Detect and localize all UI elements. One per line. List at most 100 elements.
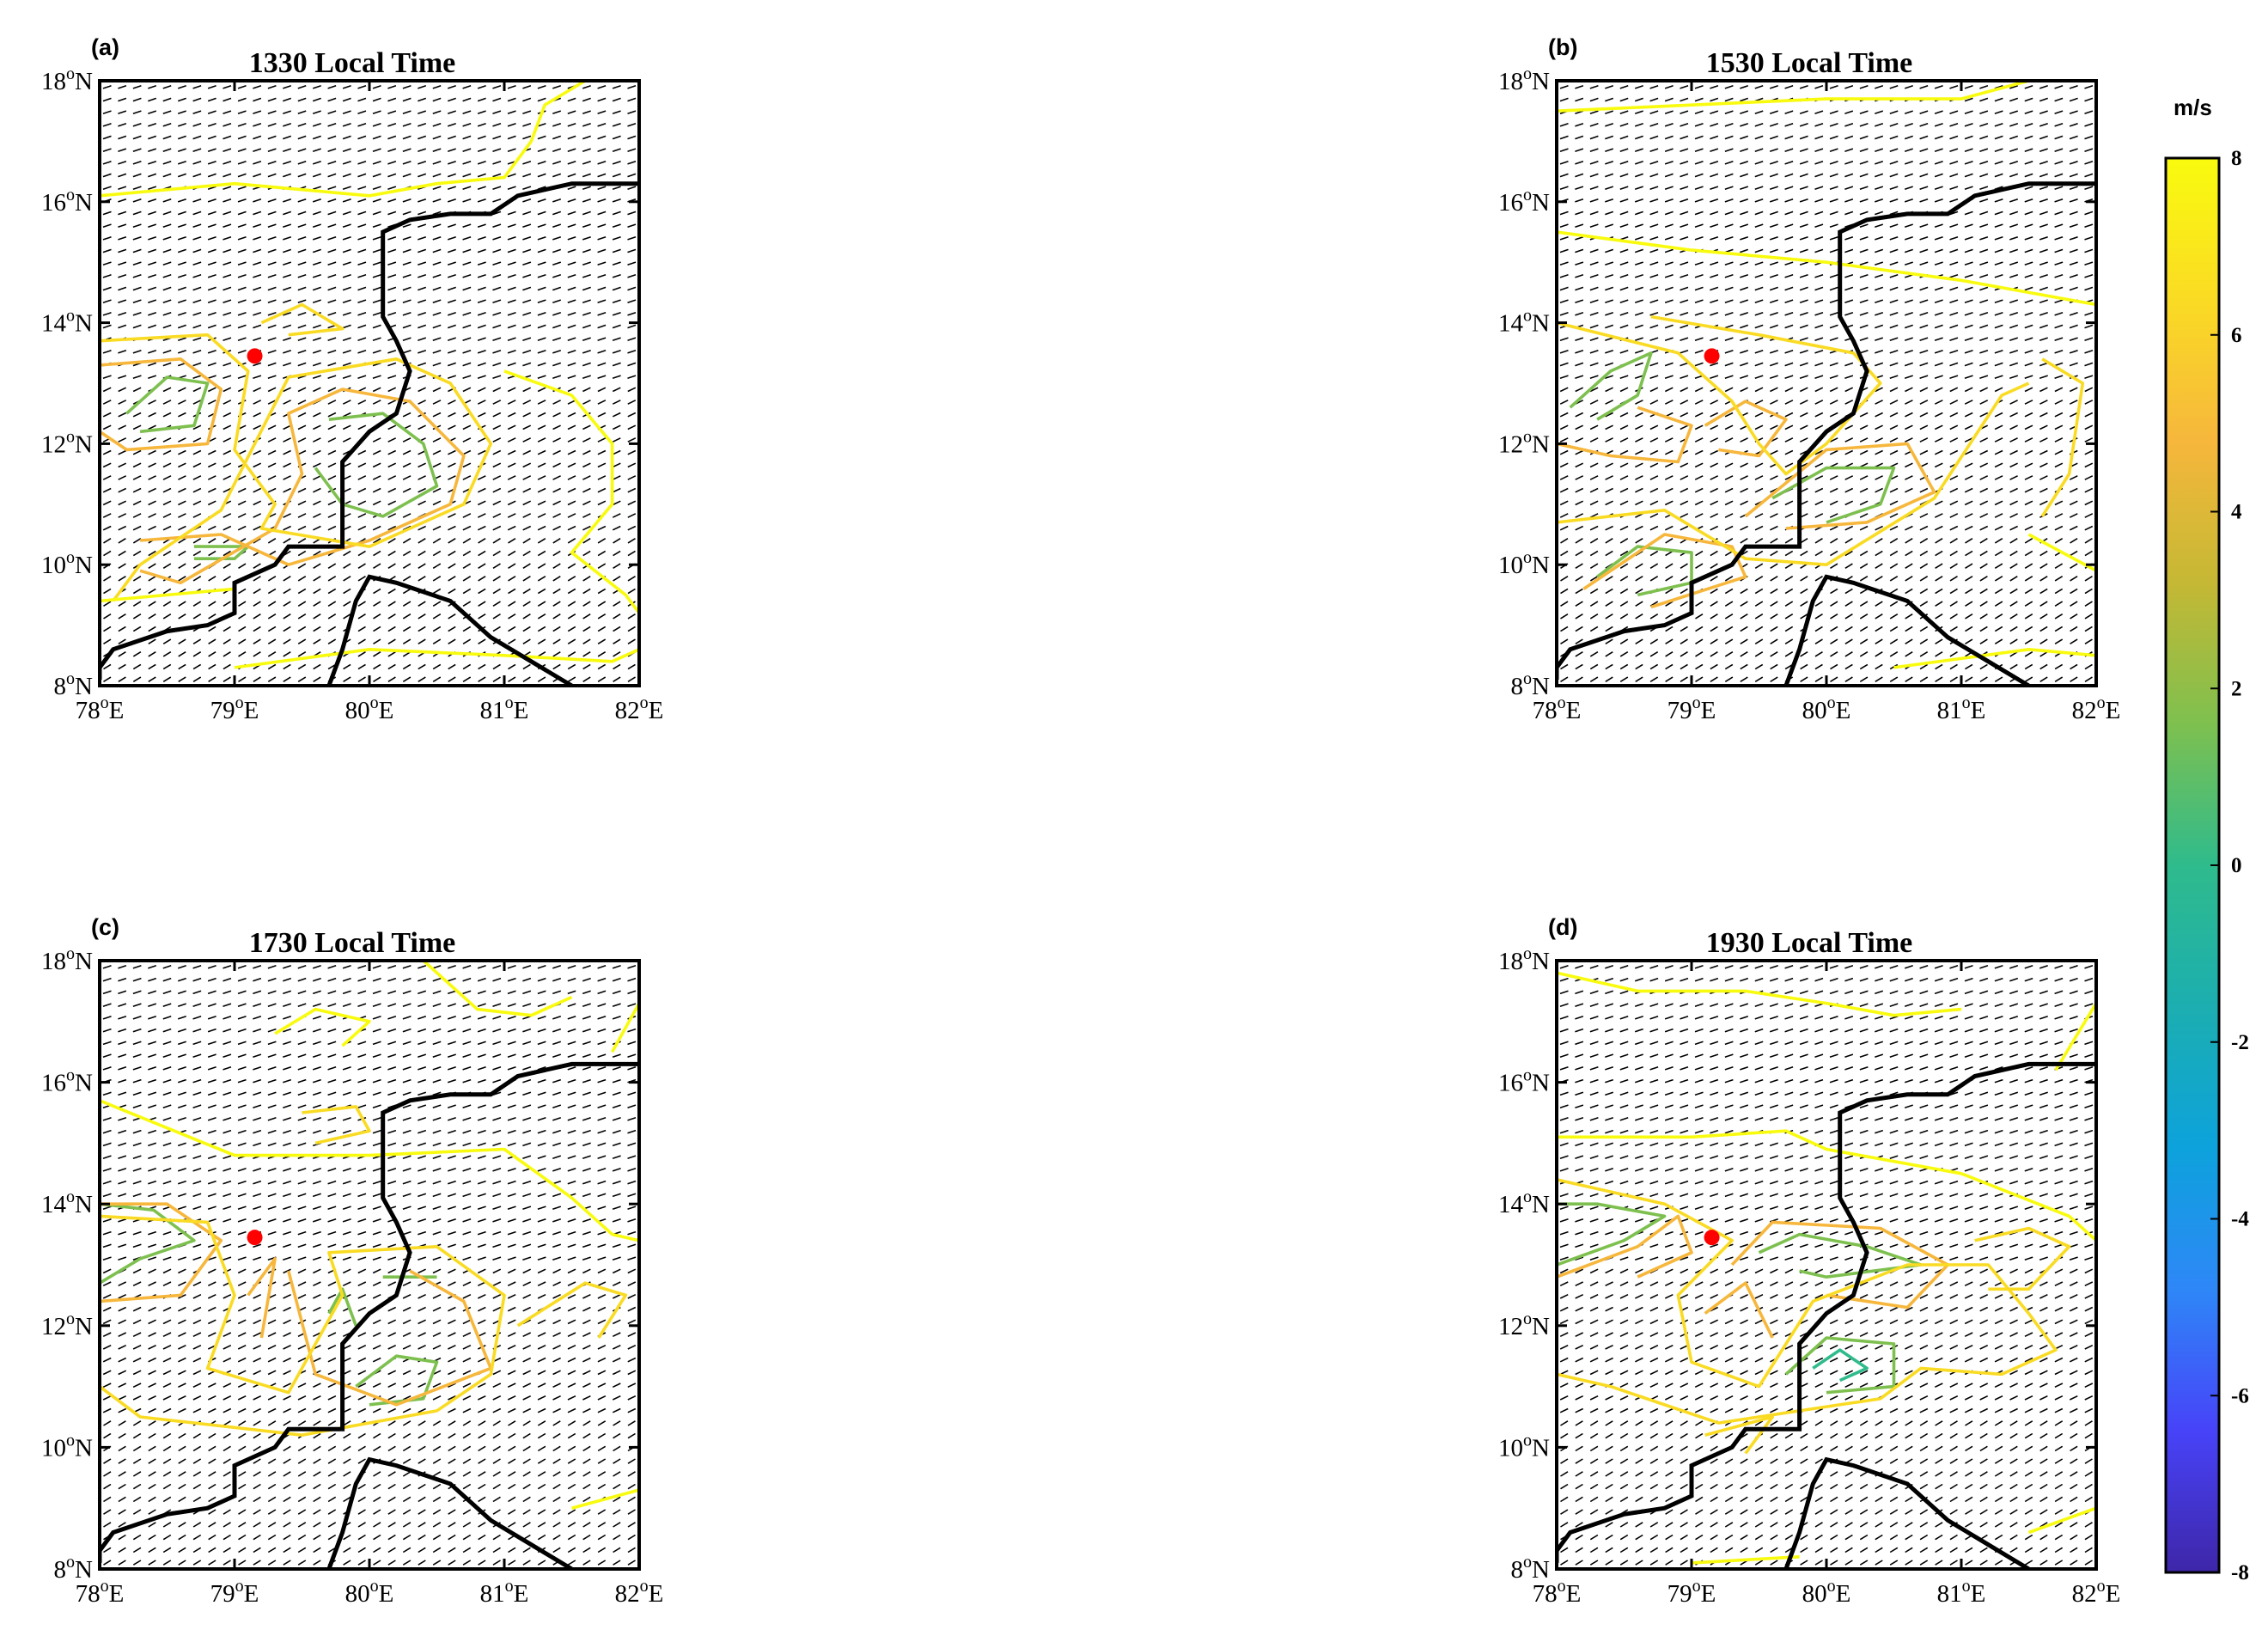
contour-line-6: [1557, 314, 1882, 476]
panel-title: 1530 Local Time: [1706, 47, 1913, 79]
y-tick-label: 16oN: [41, 1066, 93, 1097]
contour-line-4: [1704, 1281, 1774, 1339]
plot-area: [1557, 961, 2096, 1569]
panel-a: 1330 Local Time (a) 78oE 79oE 80oE 81oE 82oE 8o…: [41, 34, 663, 724]
panel-c: 1730 Local Time (c) 78oE 79oE 80oE 81oE 82oE 8o…: [41, 914, 663, 1608]
y-tick-label: 16oN: [1498, 186, 1550, 217]
contour-line-8: [611, 1002, 639, 1053]
plot-content: [100, 81, 639, 686]
coastline-south: [326, 574, 573, 686]
y-tick-label: 16oN: [1498, 1066, 1550, 1097]
y-tick-label: 8oN: [54, 669, 94, 700]
contour-line-6: [100, 333, 493, 602]
contour-line-8: [1557, 230, 2096, 307]
y-tick-label: 10oN: [41, 548, 93, 579]
contour-line-8: [2054, 1002, 2096, 1071]
coastline: [1557, 1061, 2096, 1563]
contour-line-4: [1582, 533, 1747, 609]
contour-line-6: [1557, 382, 2030, 567]
colorbar-tick-label: 0: [2231, 854, 2242, 877]
x-tick-label: 80oE: [345, 693, 394, 724]
location-marker: [247, 348, 263, 364]
x-tick-label: 78oE: [1533, 1577, 1582, 1608]
colorbar: m/s 8 6 4 2 0 -2 -4 -6 -8: [2164, 95, 2249, 1584]
x-tick-label: 81oE: [1937, 693, 1986, 724]
plot-area: [100, 961, 639, 1569]
x-tick-label: 78oE: [76, 693, 125, 724]
x-tick-label: 79oE: [210, 1577, 259, 1608]
plot-content: [1557, 965, 2096, 1569]
y-tick-label: 14oN: [1498, 307, 1550, 338]
contour-line-8: [503, 369, 639, 614]
y-tick-label: 14oN: [41, 307, 93, 338]
colorbar-tick-label: 4: [2231, 501, 2242, 524]
y-tick-label: 18oN: [41, 64, 93, 95]
contour-line-2: [1758, 1232, 1923, 1279]
x-tick-label: 82oE: [615, 1577, 664, 1608]
panel-label: (b): [1548, 34, 1577, 60]
contour-line-8: [100, 1099, 639, 1242]
x-tick-label: 79oE: [1667, 693, 1716, 724]
coastline-south: [326, 1456, 573, 1569]
contour-line-6: [302, 1105, 371, 1145]
plot-content: [100, 961, 639, 1569]
x-tick-label: 81oE: [480, 1577, 529, 1608]
coastline-south: [1783, 1456, 2030, 1569]
coastline: [1557, 181, 2096, 680]
plot-content: [1557, 81, 2096, 686]
x-tick-label: 78oE: [1533, 693, 1582, 724]
panel-b: 1530 Local Time (b) 78oE 79oE 80oE 81oE 82oE 8o…: [1498, 34, 2120, 724]
location-marker: [1704, 348, 1720, 364]
contour-line-6: [1704, 1415, 1774, 1455]
x-tick-label: 82oE: [2072, 693, 2121, 724]
y-tick-label: 18oN: [1498, 944, 1550, 975]
contour-line-2: [125, 375, 210, 434]
contour-line-2: [327, 1287, 357, 1327]
coastline: [100, 1061, 639, 1563]
plot-area: [1557, 81, 2096, 686]
colorbar-ticks: 8 6 4 2 0 -2 -4 -6 -8: [2210, 147, 2249, 1584]
x-tick-label: 82oE: [2072, 1577, 2121, 1608]
y-tick-label: 10oN: [1498, 1431, 1550, 1462]
contour-line-8: [1893, 647, 2096, 669]
contour-line-8: [2027, 533, 2096, 572]
panel-label: (c): [91, 914, 119, 940]
contour-line-8: [234, 647, 639, 669]
contour-line-2: [1557, 1202, 1667, 1267]
contour-line-4: [287, 1269, 493, 1407]
y-tick-label: 14oN: [41, 1187, 93, 1218]
contour-line-8: [1557, 971, 1962, 1017]
y-tick-label: 12oN: [41, 427, 93, 458]
contour-line-4: [1704, 400, 1788, 458]
x-tick-label: 78oE: [76, 1577, 125, 1608]
colorbar-tick-label: 2: [2231, 677, 2242, 700]
y-tick-label: 12oN: [1498, 1309, 1550, 1340]
x-tick-label: 79oE: [1667, 1577, 1716, 1608]
colorbar-tick-label: -6: [2231, 1384, 2249, 1407]
contour-line-2: [1784, 1336, 1896, 1395]
contour-line-8: [100, 81, 587, 198]
colorbar-unit: m/s: [2174, 95, 2212, 120]
contour-line-2: [100, 1202, 196, 1285]
contour-line-2: [193, 545, 250, 561]
contour-line-8: [2027, 1506, 2096, 1535]
y-tick-label: 8oN: [1511, 1553, 1551, 1584]
contour-line-4: [247, 1257, 277, 1339]
contour-line-4: [1730, 1220, 1950, 1309]
y-tick-label: 12oN: [41, 1309, 93, 1340]
contour-line-6: [2040, 357, 2085, 517]
panel-label: (a): [91, 34, 119, 60]
location-marker: [1704, 1230, 1720, 1246]
contour-lines: [1557, 81, 2096, 669]
x-tick-label: 80oE: [1802, 1577, 1851, 1608]
contour-line-4: [1557, 406, 1693, 464]
colorbar-tick-label: -4: [2231, 1208, 2249, 1231]
x-tick-label: 80oE: [345, 1577, 394, 1608]
y-tick-label: 8oN: [54, 1553, 94, 1584]
y-tick-label: 18oN: [1498, 64, 1550, 95]
panels-group: 1330 Local Time (a) 78oE 79oE 80oE 81oE 82oE 8o…: [41, 34, 2120, 1608]
coastline-south: [1783, 574, 2030, 686]
coastline: [100, 181, 639, 680]
x-tick-label: 79oE: [210, 693, 259, 724]
